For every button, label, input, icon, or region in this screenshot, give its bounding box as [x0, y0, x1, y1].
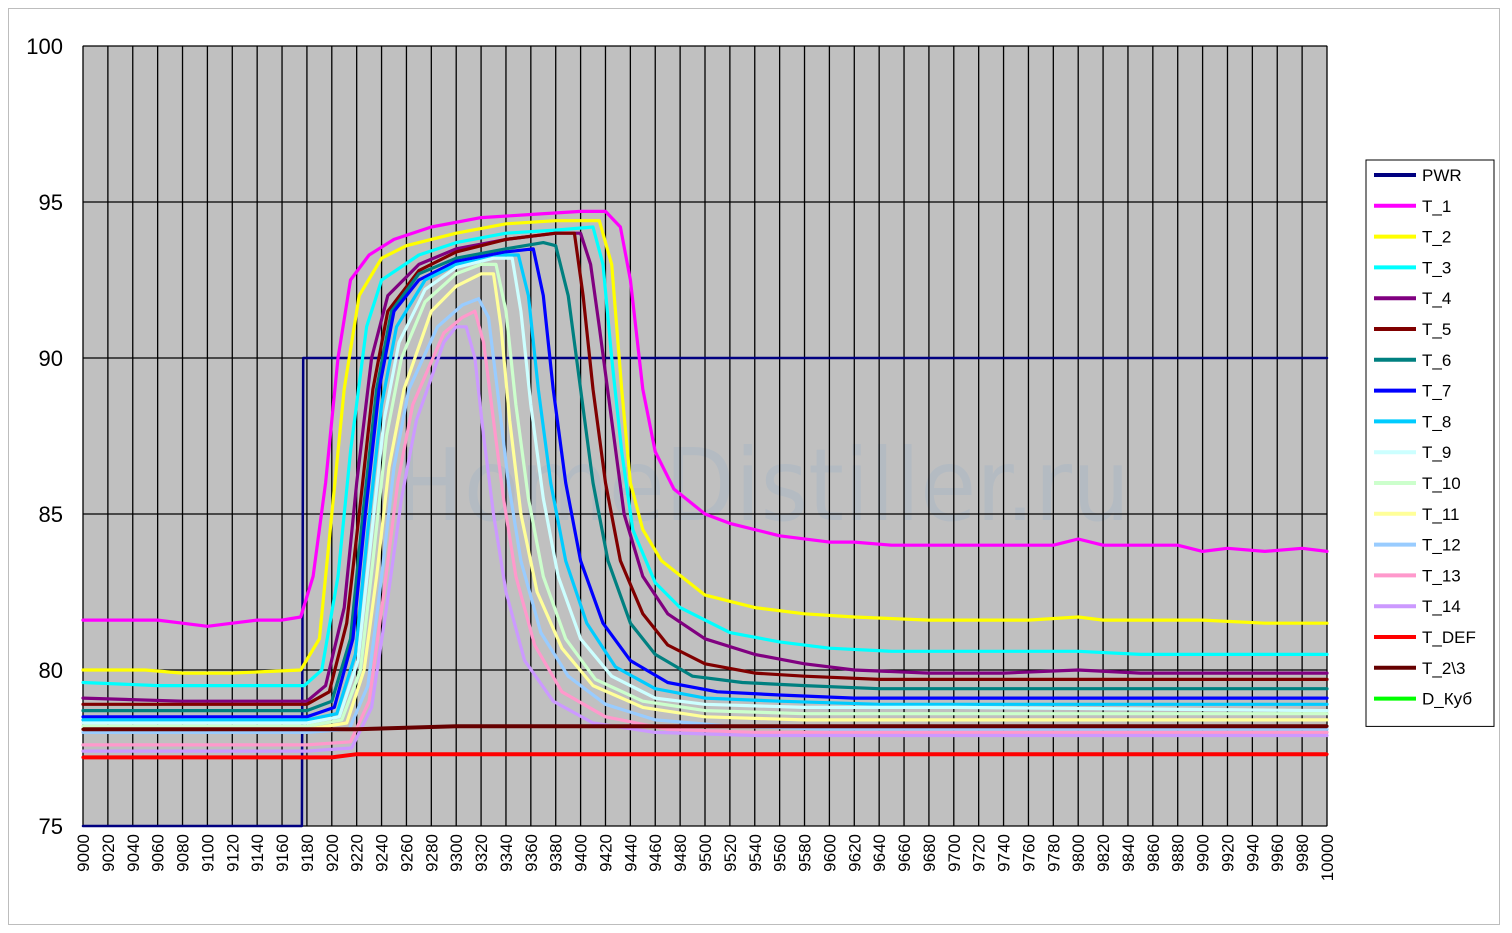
- series-line-t-2: [81, 219, 1329, 675]
- series-line-t-7: [81, 247, 1329, 719]
- x-tick-label: 9840: [1119, 834, 1138, 872]
- legend-label: D_Куб: [1422, 690, 1472, 709]
- x-tick-label: 9280: [422, 834, 441, 872]
- y-tick-label: 100: [26, 34, 63, 59]
- legend-label: T_6: [1422, 351, 1451, 370]
- x-tick-label: 9120: [223, 834, 242, 872]
- x-axis-ticks: 9000 9020 9040 9060 9080 9100 9120 9140 9160 9180…: [74, 834, 1337, 881]
- x-tick-label: 9660: [895, 834, 914, 872]
- legend-label: T_12: [1422, 536, 1461, 555]
- y-tick-label: 80: [39, 658, 63, 683]
- x-tick-label: 9240: [373, 834, 392, 872]
- legend: PWR T_1 T_2 T_3 T_4 T_5 T_6 T_7 T_8 T_9 T_10 T_11 T_…: [1365, 159, 1495, 727]
- x-tick-label: 9160: [273, 834, 292, 872]
- x-tick-label: 9200: [323, 834, 342, 872]
- y-tick-label: 95: [39, 190, 63, 215]
- x-tick-label: 9100: [198, 834, 217, 872]
- x-tick-label: 9060: [149, 834, 168, 872]
- x-tick-label: 9400: [572, 834, 591, 872]
- x-tick-label: 9520: [721, 834, 740, 872]
- x-tick-label: 9500: [696, 834, 715, 872]
- x-tick-label: 9300: [447, 834, 466, 872]
- legend-box: [1365, 159, 1495, 727]
- series-line-t-4: [81, 231, 1329, 703]
- series-lines: [81, 209, 1329, 828]
- x-tick-label: 9080: [174, 834, 193, 872]
- series-line-t-8: [81, 253, 1329, 722]
- y-axis-ticks: 75 80 85 90 95 100: [26, 34, 63, 839]
- x-tick-label: 9700: [945, 834, 964, 872]
- legend-label: PWR: [1422, 166, 1462, 185]
- x-tick-label: 9680: [920, 834, 939, 872]
- y-tick-label: 90: [39, 346, 63, 371]
- y-tick-label: 85: [39, 502, 63, 527]
- legend-label: T_14: [1422, 597, 1461, 616]
- chart-frame: [8, 8, 1500, 925]
- x-tick-label: 9640: [870, 834, 889, 872]
- legend-label: T_2: [1422, 228, 1451, 247]
- series-line-t-9: [81, 256, 1329, 725]
- x-tick-label: 9040: [124, 834, 143, 872]
- x-tick-label: 9620: [845, 834, 864, 872]
- series-line-t-12: [81, 297, 1329, 735]
- x-tick-label: 9460: [646, 834, 665, 872]
- x-tick-label: 9020: [99, 834, 118, 872]
- x-tick-label: 9260: [397, 834, 416, 872]
- series-line-t-10: [81, 262, 1329, 728]
- legend-label: T_9: [1422, 443, 1451, 462]
- legend-label: T_11: [1422, 505, 1460, 524]
- x-tick-label: 9600: [820, 834, 839, 872]
- x-tick-label: 9780: [1044, 834, 1063, 872]
- legend-label: T_1: [1422, 197, 1451, 216]
- legend-label: T_5: [1422, 320, 1451, 339]
- x-tick-label: 9380: [547, 834, 566, 872]
- x-tick-label: 9760: [1019, 834, 1038, 872]
- x-tick-label: 9360: [522, 834, 541, 872]
- legend-label: T_8: [1422, 412, 1451, 431]
- x-tick-label: 9900: [1194, 834, 1213, 872]
- x-tick-label: 9940: [1243, 834, 1262, 872]
- series-line-t-5: [81, 231, 1329, 706]
- series-line-t-11: [81, 272, 1329, 731]
- series-line-pwr: [81, 356, 1329, 828]
- y-tick-label: 75: [39, 814, 63, 839]
- x-tick-label: 9480: [671, 834, 690, 872]
- x-tick-label: 9820: [1094, 834, 1113, 872]
- x-tick-label: 9340: [497, 834, 516, 872]
- x-tick-label: 9580: [796, 834, 815, 872]
- x-tick-label: 9140: [248, 834, 267, 872]
- legend-label: T_DEF: [1422, 628, 1476, 647]
- legend-label: T_3: [1422, 258, 1451, 277]
- x-tick-label: 9440: [621, 834, 640, 872]
- x-tick-label: 10000: [1318, 834, 1337, 881]
- legend-label: T_2\3: [1422, 659, 1465, 678]
- series-line-t-6: [81, 241, 1329, 713]
- x-tick-label: 9960: [1268, 834, 1287, 872]
- x-tick-label: 9320: [472, 834, 491, 872]
- x-tick-label: 9920: [1218, 834, 1237, 872]
- x-tick-label: 9180: [298, 834, 317, 872]
- x-tick-label: 9560: [771, 834, 790, 872]
- legend-label: T_13: [1422, 566, 1461, 585]
- x-tick-label: 9540: [746, 834, 765, 872]
- x-tick-label: 9000: [74, 834, 93, 872]
- x-tick-label: 9860: [1144, 834, 1163, 872]
- x-tick-label: 9880: [1169, 834, 1188, 872]
- x-tick-label: 9740: [995, 834, 1014, 872]
- x-tick-label: 9420: [596, 834, 615, 872]
- legend-label: T_7: [1422, 382, 1451, 401]
- series-line-t-1: [81, 209, 1329, 628]
- gridlines: [82, 45, 1328, 827]
- x-tick-label: 9980: [1293, 834, 1312, 872]
- series-line-top-t-def: [83, 752, 1327, 760]
- x-tick-label: 9220: [348, 834, 367, 872]
- legend-label: T_10: [1422, 474, 1461, 493]
- series-line-t-3: [81, 225, 1329, 688]
- series-line-top-t-2-3: [83, 724, 1327, 732]
- x-tick-label: 9720: [970, 834, 989, 872]
- x-tick-label: 9800: [1069, 834, 1088, 872]
- legend-label: T_4: [1422, 289, 1451, 308]
- series-line-t-14: [81, 325, 1329, 753]
